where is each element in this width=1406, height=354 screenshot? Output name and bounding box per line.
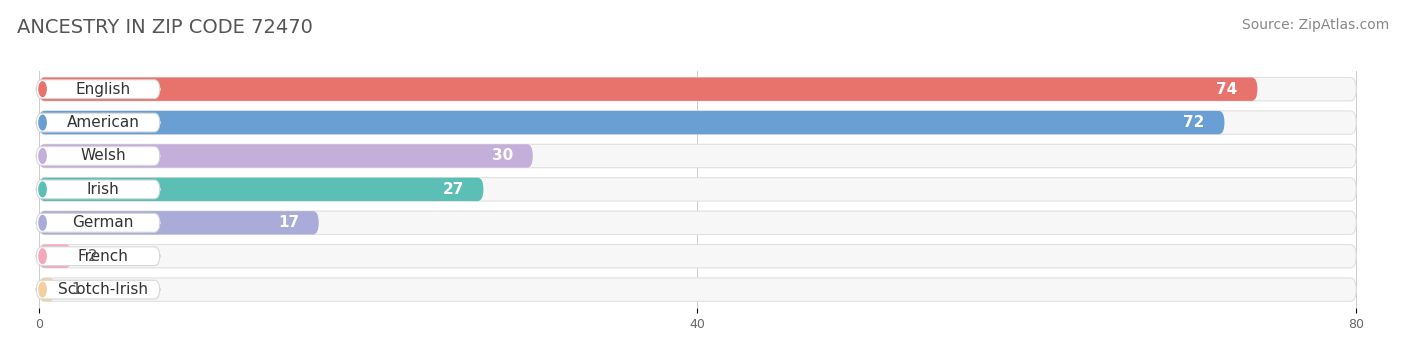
Circle shape (39, 82, 46, 97)
Text: Scotch-Irish: Scotch-Irish (58, 282, 148, 297)
Text: French: French (77, 249, 128, 264)
FancyBboxPatch shape (37, 247, 160, 266)
FancyBboxPatch shape (37, 113, 160, 132)
FancyBboxPatch shape (39, 111, 1357, 134)
Circle shape (39, 149, 46, 163)
Circle shape (39, 216, 46, 230)
Text: American: American (66, 115, 139, 130)
Circle shape (39, 115, 46, 130)
Text: 2: 2 (89, 249, 98, 264)
Circle shape (39, 182, 46, 197)
FancyBboxPatch shape (39, 211, 319, 234)
FancyBboxPatch shape (39, 144, 533, 168)
FancyBboxPatch shape (39, 78, 1357, 101)
Text: 1: 1 (72, 282, 82, 297)
FancyBboxPatch shape (37, 213, 160, 232)
Text: Source: ZipAtlas.com: Source: ZipAtlas.com (1241, 18, 1389, 32)
FancyBboxPatch shape (39, 111, 1225, 134)
Text: Welsh: Welsh (80, 148, 125, 164)
Text: German: German (72, 215, 134, 230)
FancyBboxPatch shape (39, 245, 1357, 268)
FancyBboxPatch shape (37, 180, 160, 199)
Text: English: English (76, 82, 131, 97)
FancyBboxPatch shape (39, 78, 1257, 101)
FancyBboxPatch shape (37, 80, 160, 98)
Text: ANCESTRY IN ZIP CODE 72470: ANCESTRY IN ZIP CODE 72470 (17, 18, 312, 37)
FancyBboxPatch shape (37, 147, 160, 165)
Circle shape (39, 282, 46, 297)
FancyBboxPatch shape (39, 178, 484, 201)
Text: 17: 17 (278, 215, 299, 230)
Circle shape (39, 249, 46, 263)
FancyBboxPatch shape (39, 144, 1357, 168)
Text: 74: 74 (1216, 82, 1237, 97)
FancyBboxPatch shape (39, 245, 72, 268)
FancyBboxPatch shape (39, 211, 1357, 234)
Text: Irish: Irish (87, 182, 120, 197)
Text: 27: 27 (443, 182, 464, 197)
Text: 72: 72 (1184, 115, 1205, 130)
FancyBboxPatch shape (39, 278, 55, 301)
FancyBboxPatch shape (37, 280, 160, 299)
FancyBboxPatch shape (39, 178, 1357, 201)
Text: 30: 30 (492, 148, 513, 164)
FancyBboxPatch shape (39, 278, 1357, 301)
